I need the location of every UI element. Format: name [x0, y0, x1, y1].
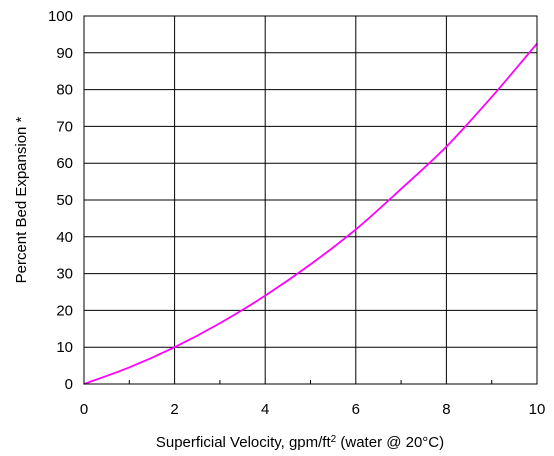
- x-tick-label: 0: [80, 401, 88, 418]
- y-tick-label: 0: [65, 376, 73, 393]
- y-tick-label: 20: [56, 302, 73, 319]
- x-tick-label: 2: [170, 401, 178, 418]
- y-tick-label: 90: [56, 45, 73, 62]
- y-tick-label: 50: [56, 192, 73, 209]
- y-tick-labels: 0 10 20 30 40 50 60 70 80 90 100: [48, 8, 73, 393]
- plot-frame: [83, 15, 538, 385]
- x-axis-title-main: Superficial Velocity, gpm/ft: [156, 434, 332, 451]
- series-line: [83, 43, 538, 385]
- y-tick-label: 30: [56, 266, 73, 283]
- x-tick-labels: 0 2 4 6 8 10: [80, 401, 546, 418]
- y-tick-label: 70: [56, 118, 73, 135]
- x-tick-label: 6: [352, 401, 360, 418]
- gridlines: [84, 16, 537, 384]
- x-axis-title-superscript: 2: [331, 434, 337, 445]
- y-tick-label: 60: [56, 155, 73, 172]
- x-tick-label: 10: [529, 401, 546, 418]
- x-axis-title: Superficial Velocity, gpm/ft2 (water @ 2…: [156, 434, 444, 452]
- y-axis-title: Percent Bed Expansion *: [13, 116, 30, 283]
- y-tick-label: 40: [56, 229, 73, 246]
- x-tick-label: 8: [442, 401, 450, 418]
- y-tick-label: 80: [56, 82, 73, 99]
- y-tick-label: 100: [48, 8, 73, 25]
- x-axis-title-suffix: (water @ 20°C): [336, 434, 444, 451]
- y-tick-label: 10: [56, 339, 73, 356]
- x-tick-label: 4: [261, 401, 269, 418]
- minor-ticks: [128, 380, 493, 384]
